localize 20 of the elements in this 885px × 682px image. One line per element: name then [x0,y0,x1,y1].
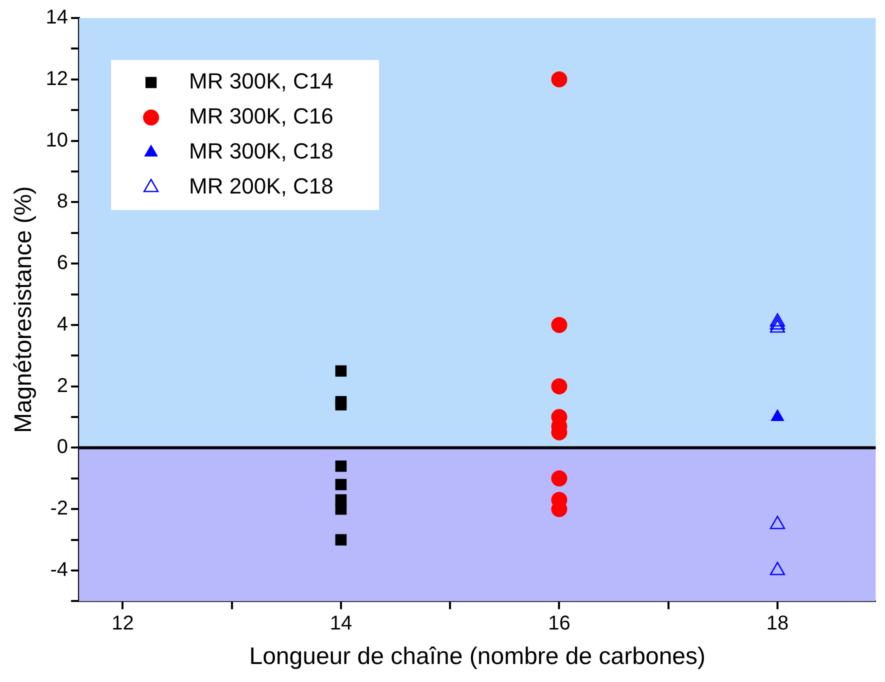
y-tick-label: 4 [56,313,68,336]
legend-label: MR 300K, C14 [189,68,334,94]
legend-label: MR 300K, C18 [189,138,334,164]
x-tick-label: 18 [766,612,789,635]
legend-label: MR 300K, C16 [189,104,334,129]
x-tick-label: 16 [548,612,570,635]
y-tick-label: -2 [50,498,68,520]
y-tick-label: -4 [50,559,68,582]
y-tick-label: 8 [56,190,68,213]
y-tick-label: 12 [46,68,68,90]
y-axis-title: Magnétoresistance (%) [10,186,38,433]
y-tick-label: 14 [46,6,68,29]
x-tick-label: 14 [330,612,352,635]
x-tick-label: 12 [112,612,134,635]
y-tick-label: 10 [46,129,68,152]
x-axis-title: Longueur de chaîne (nombre de carbones) [249,643,706,670]
y-tick-label: 2 [56,374,68,397]
y-tick-label: 6 [56,252,68,274]
y-tick-label: 0 [56,436,68,458]
legend-label: MR 200K, C18 [189,174,334,199]
